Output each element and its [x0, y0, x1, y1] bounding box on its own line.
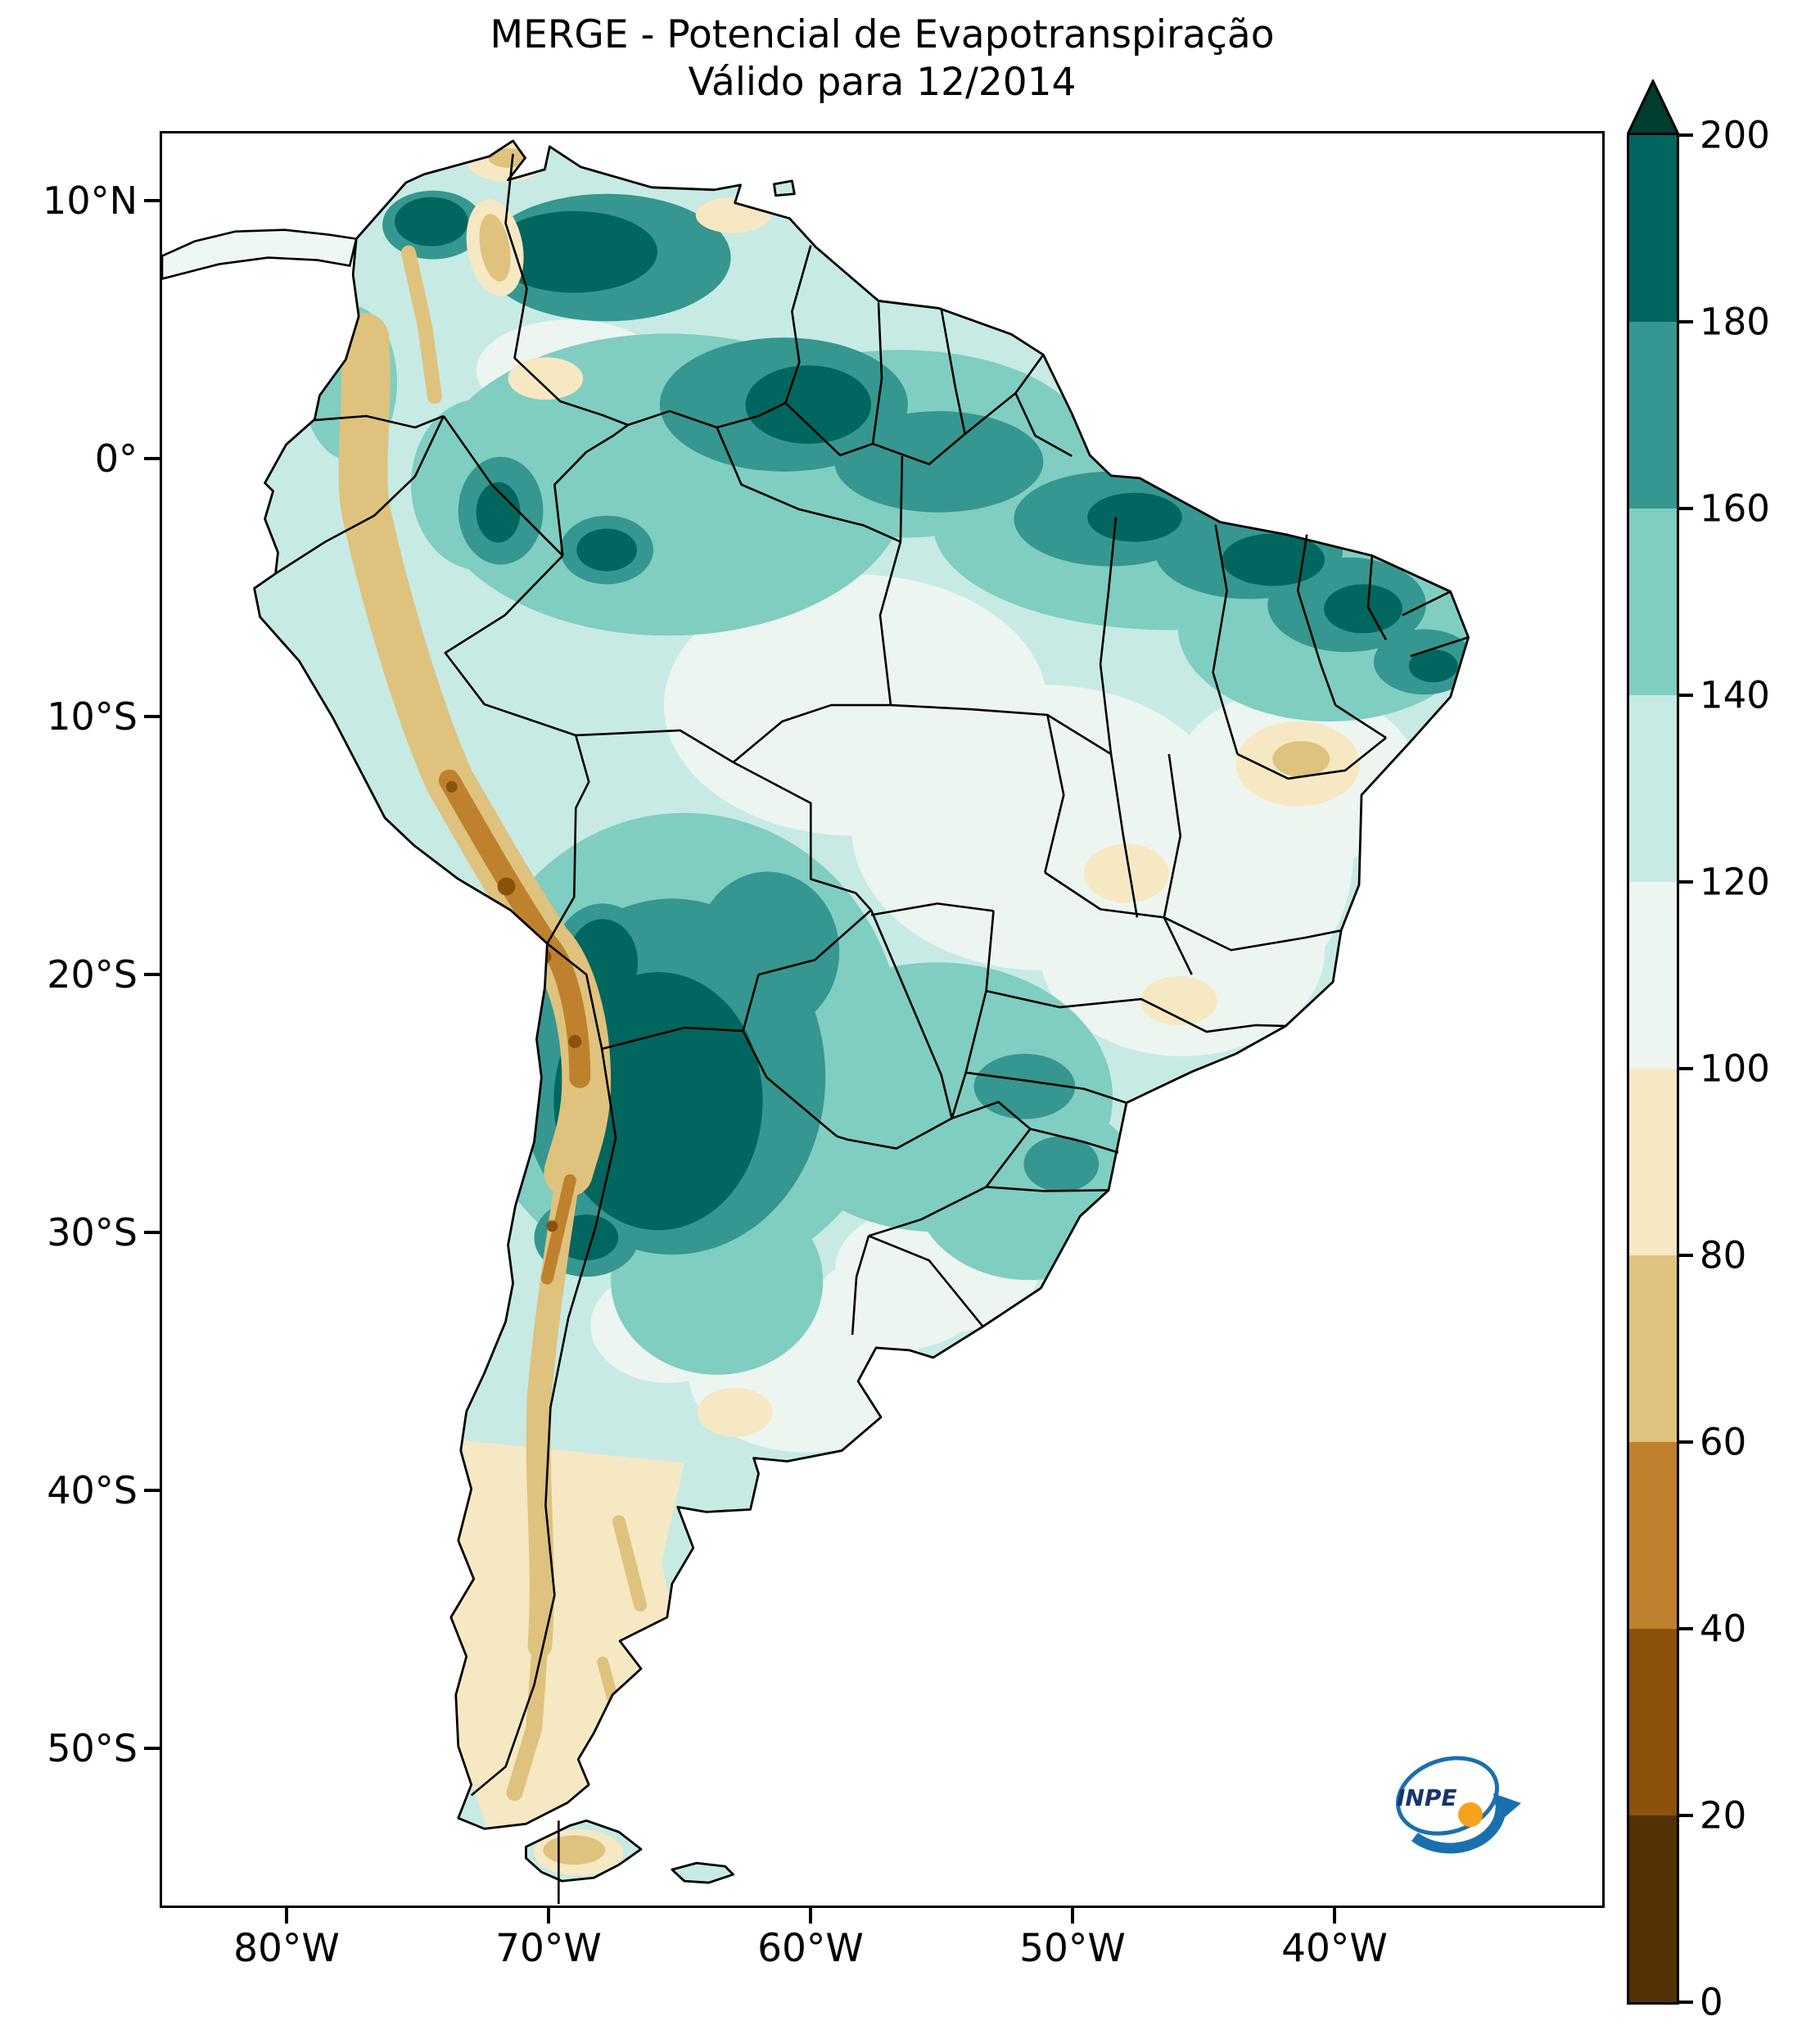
evapotranspiration-field — [254, 140, 1469, 1883]
inpe-logo: INPE — [1395, 1756, 1521, 1854]
y-tick-label: 40°S — [47, 1468, 138, 1512]
colorbar-extend-triangle — [1627, 79, 1679, 135]
y-tick-label: 10°S — [47, 694, 138, 739]
colorbar-segment — [1629, 1069, 1677, 1255]
colorbar-segment — [1629, 695, 1677, 882]
colorbar-tick-label: 20 — [1700, 1793, 1747, 1838]
y-tick-mark — [144, 715, 160, 718]
colorbar — [1627, 133, 1679, 2005]
y-tick-mark — [144, 1489, 160, 1492]
y-tick-label: 50°S — [47, 1726, 138, 1770]
colorbar-tick-mark — [1679, 880, 1693, 884]
inpe-orange-dot — [1458, 1802, 1483, 1827]
y-tick-label: 0° — [94, 436, 138, 481]
map-panel — [160, 131, 1605, 1908]
inpe-orbit-ellipse — [1395, 1756, 1500, 1836]
colorbar-segment — [1629, 322, 1677, 509]
colorbar-segment — [1629, 135, 1677, 322]
y-tick-label: 20°S — [47, 952, 138, 997]
inpe-arrow-swoosh — [1411, 1807, 1506, 1854]
colorbar-tick-label: 180 — [1700, 300, 1770, 344]
state-borders — [716, 392, 1469, 1192]
south-america-map — [162, 139, 1470, 1905]
colorbar-segment — [1629, 509, 1677, 695]
chart-title: MERGE - Potencial de Evapotranspiração V… — [160, 11, 1605, 107]
y-tick-label: 10°N — [43, 179, 138, 223]
colorbar-tick-label: 140 — [1700, 673, 1770, 717]
x-tick-label: 40°W — [1281, 1926, 1388, 1971]
y-tick-label: 30°S — [47, 1210, 138, 1255]
colorbar-tick-label: 80 — [1700, 1233, 1747, 1277]
y-tick-mark — [144, 457, 160, 460]
inpe-arrow-head — [1493, 1793, 1521, 1823]
colorbar-tick-mark — [1679, 1814, 1693, 1817]
inpe-logo-text: INPE — [1397, 1784, 1457, 1811]
colorbar-segment — [1629, 1442, 1677, 1629]
panama-landmass — [162, 228, 358, 280]
colorbar-tick-mark — [1679, 1254, 1693, 1257]
colorbar-tick-mark — [1679, 1440, 1693, 1444]
y-tick-mark — [144, 1231, 160, 1234]
colorbar-segment — [1629, 1255, 1677, 1442]
coastline — [253, 139, 1470, 1884]
x-tick-mark — [809, 1908, 812, 1924]
colorbar-extend-shape — [1627, 79, 1679, 135]
colorbar-segment — [1629, 1629, 1677, 1815]
colorbar-tick-mark — [1679, 694, 1693, 697]
colorbar-tick-mark — [1679, 320, 1693, 323]
colorbar-tick-mark — [1679, 2001, 1693, 2004]
country-borders — [274, 153, 1045, 1905]
x-tick-label: 60°W — [757, 1926, 864, 1971]
x-tick-mark — [547, 1908, 550, 1924]
colorbar-segment — [1629, 1815, 1677, 2002]
x-tick-mark — [1071, 1908, 1074, 1924]
colorbar-tick-mark — [1679, 1067, 1693, 1070]
title-line-1: MERGE - Potencial de Evapotranspiração — [490, 12, 1275, 57]
x-tick-mark — [1333, 1908, 1336, 1924]
colorbar-tick-label: 100 — [1700, 1047, 1770, 1091]
colorbar-tick-label: 120 — [1700, 860, 1770, 904]
colorbar-tick-label: 0 — [1700, 1980, 1723, 2024]
colorbar-tick-label: 160 — [1700, 486, 1770, 531]
colorbar-tick-mark — [1679, 507, 1693, 510]
y-tick-mark — [144, 973, 160, 976]
x-tick-mark — [285, 1908, 288, 1924]
colorbar-tick-mark — [1679, 133, 1693, 137]
x-tick-label: 80°W — [233, 1926, 340, 1971]
y-tick-mark — [144, 1747, 160, 1750]
colorbar-segment — [1629, 882, 1677, 1069]
colorbar-tick-label: 60 — [1700, 1420, 1747, 1464]
y-tick-mark — [144, 199, 160, 202]
colorbar-tick-mark — [1679, 1627, 1693, 1630]
x-tick-label: 70°W — [495, 1926, 602, 1971]
x-tick-label: 50°W — [1019, 1926, 1126, 1971]
colorbar-tick-label: 40 — [1700, 1607, 1747, 1651]
title-line-2: Válido para 12/2014 — [688, 60, 1077, 106]
colorbar-tick-label: 200 — [1700, 113, 1770, 157]
